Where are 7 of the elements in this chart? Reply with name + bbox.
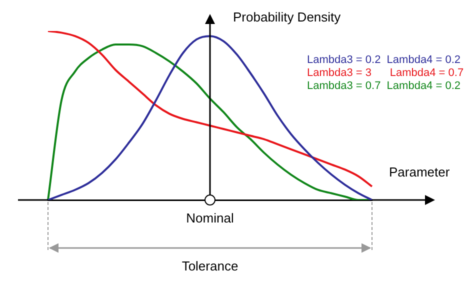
y-axis-title: Probability Density <box>233 10 342 25</box>
text: Lambda3 = 0.7 Lambda4 = 0.2 <box>307 80 461 92</box>
text: Nominal <box>186 210 234 226</box>
text: Tolerance <box>182 258 238 274</box>
x-axis-title: Parameter <box>389 164 450 180</box>
text: Lambda3 = 0.2 Lambda4 = 0.2 <box>307 54 461 66</box>
text: Lambda3 = 3 Lambda4 = 0.7 <box>307 67 464 80</box>
